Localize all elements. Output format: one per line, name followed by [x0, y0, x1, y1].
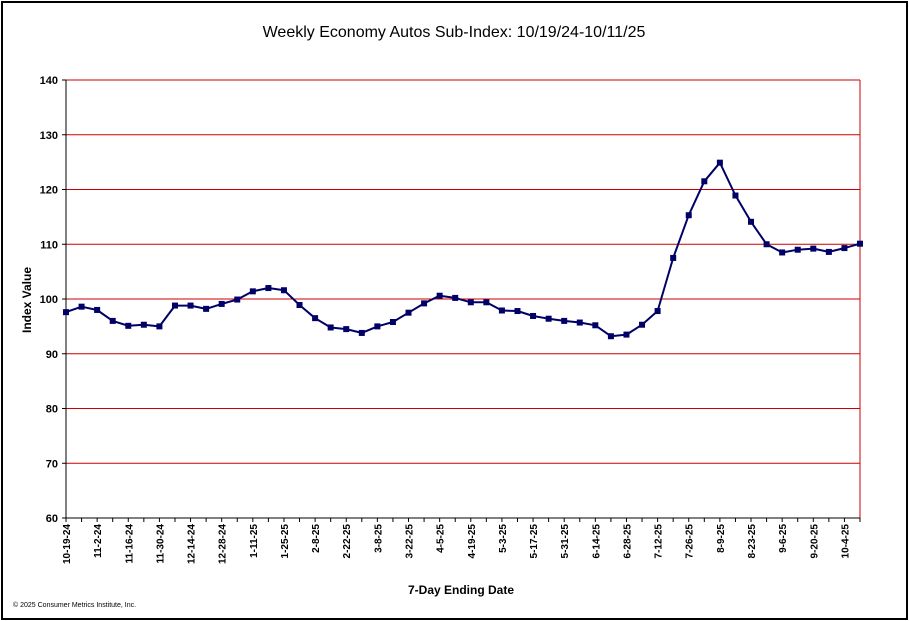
data-point	[701, 178, 707, 184]
data-point	[234, 297, 240, 303]
x-tick-label: 5-17-25	[529, 524, 540, 559]
axes	[62, 80, 860, 522]
x-tick-label: 7-26-25	[685, 524, 696, 559]
data-point	[79, 304, 85, 310]
y-tick-label: 110	[40, 239, 58, 251]
x-tick-label: 5-3-25	[498, 524, 509, 553]
data-point	[281, 287, 287, 293]
data-point	[826, 249, 832, 255]
x-tick-label: 6-28-25	[622, 524, 633, 559]
chart-title: Weekly Economy Autos Sub-Index: 10/19/24…	[263, 24, 646, 41]
x-tick-label: 3-8-25	[373, 524, 384, 553]
data-point	[546, 316, 552, 322]
data-point	[779, 249, 785, 255]
x-tick-label: 8-23-25	[747, 524, 758, 559]
x-tick-label: 10-4-25	[840, 524, 851, 559]
data-point	[655, 308, 661, 314]
y-tick-label: 90	[46, 349, 58, 361]
data-point	[188, 303, 194, 309]
x-tick-label: 8-9-25	[716, 524, 727, 553]
data-point	[390, 319, 396, 325]
x-axis-label: 7-Day Ending Date	[408, 583, 514, 597]
x-tick-label: 1-25-25	[280, 524, 291, 559]
data-point	[857, 241, 863, 247]
data-point	[437, 293, 443, 299]
data-point	[499, 307, 505, 313]
data-series	[63, 160, 863, 340]
y-tick-label: 120	[40, 185, 58, 197]
y-tick-label: 80	[46, 404, 58, 416]
data-point	[406, 310, 412, 316]
x-tick-label: 12-14-24	[187, 524, 198, 564]
data-point	[219, 301, 225, 307]
data-point	[141, 322, 147, 328]
x-tick-label: 11-30-24	[155, 524, 166, 564]
data-point	[592, 322, 598, 328]
data-point	[717, 160, 723, 166]
data-point	[359, 330, 365, 336]
data-point	[374, 323, 380, 329]
y-tick-label: 100	[40, 294, 58, 306]
x-tick-label: 4-19-25	[467, 524, 478, 559]
data-point	[764, 241, 770, 247]
x-tick-label: 6-14-25	[591, 524, 602, 559]
data-point	[312, 315, 318, 321]
data-point	[343, 326, 349, 332]
x-tick-label: 9-6-25	[778, 524, 789, 553]
data-point	[203, 306, 209, 312]
x-tick-label: 2-22-25	[342, 524, 353, 559]
data-point	[639, 322, 645, 328]
data-point	[328, 324, 334, 330]
x-tick-label: 11-16-24	[124, 524, 135, 564]
y-tick-labels: 140 130 120 110 100 90 80 70 60	[40, 75, 58, 525]
x-tick-label: 11-2-24	[93, 524, 104, 558]
data-point	[125, 323, 131, 329]
data-point	[732, 193, 738, 199]
x-tick-labels: 10-19-24 11-2-24 11-16-24 11-30-24 12-14-24 1…	[62, 524, 851, 564]
y-tick-label: 140	[40, 75, 58, 87]
series-line	[66, 163, 860, 337]
data-point	[63, 309, 69, 315]
x-tick-label: 9-20-25	[809, 524, 820, 559]
data-point	[514, 308, 520, 314]
data-point	[810, 246, 816, 252]
data-point	[110, 318, 116, 324]
data-point	[748, 219, 754, 225]
data-point	[483, 299, 489, 305]
x-tick-label: 7-12-25	[654, 524, 665, 559]
y-tick-label: 70	[46, 458, 58, 470]
data-point	[172, 303, 178, 309]
data-point	[623, 332, 629, 338]
data-point	[297, 302, 303, 308]
x-tick-label: 3-22-25	[405, 524, 416, 559]
data-point	[250, 288, 256, 294]
data-point	[530, 313, 536, 319]
x-tick-label: 2-8-25	[311, 524, 322, 553]
data-point	[841, 245, 847, 251]
y-tick-label: 130	[40, 130, 58, 142]
data-point	[686, 212, 692, 218]
data-point	[265, 285, 271, 291]
x-tick-label: 5-31-25	[560, 524, 571, 559]
data-point	[608, 333, 614, 339]
data-point	[670, 255, 676, 261]
data-point	[577, 320, 583, 326]
data-point	[468, 299, 474, 305]
data-point	[156, 323, 162, 329]
data-point	[561, 318, 567, 324]
x-tick-label: 4-5-25	[436, 524, 447, 553]
copyright-footnote: © 2025 Consumer Metrics Institute, Inc.	[13, 601, 136, 609]
grid-lines	[66, 80, 860, 518]
y-tick-label: 60	[46, 513, 58, 525]
data-point	[795, 247, 801, 253]
data-point	[94, 307, 100, 313]
x-tick-label: 10-19-24	[62, 524, 73, 564]
y-axis-label: Index Value	[20, 267, 34, 333]
data-point	[421, 300, 427, 306]
data-point	[452, 295, 458, 301]
x-tick-label: 12-28-24	[218, 524, 229, 564]
x-tick-label: 1-11-25	[249, 524, 260, 558]
